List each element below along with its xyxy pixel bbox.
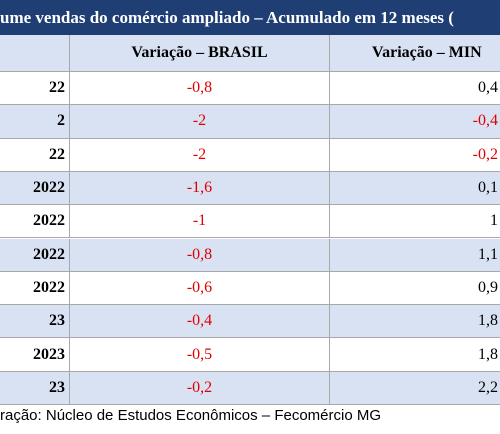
header-cell: Variação – MIN <box>372 44 482 61</box>
source-note: ração: Núcleo de Estudos Econômicos – Fe… <box>0 407 381 424</box>
table-row: 2 -2 -0,4 <box>0 105 500 139</box>
table-cell: -0,8 <box>70 72 330 105</box>
table-cell: -0,6 <box>70 271 330 305</box>
table-cell: 0,1 <box>478 179 498 197</box>
table-row: 22 -2 -0,2 <box>0 138 500 172</box>
table-row: 2022 -0,8 1,1 <box>0 238 500 272</box>
row-label: 2022 <box>0 238 70 271</box>
table-cell: -0,4 <box>70 305 330 338</box>
row-label: 2023 <box>0 338 70 371</box>
table-cell: 1,8 <box>478 345 498 363</box>
header-cell <box>0 35 70 71</box>
table-cell: -2 <box>70 138 330 171</box>
table-cell: 1 <box>490 212 498 230</box>
table-cell: 0,9 <box>478 278 498 296</box>
row-label: 23 <box>0 371 70 404</box>
table-cell: -0,8 <box>70 238 330 271</box>
table-cell: 2,2 <box>478 378 498 396</box>
table-cell: -0,4 <box>472 112 498 130</box>
table-cell: -0,2 <box>70 371 330 404</box>
table-cell: 1,8 <box>478 312 498 330</box>
row-label: 2022 <box>0 271 70 305</box>
table-row: 23 -0,2 2,2 <box>0 371 500 405</box>
table-row: 2022 -0,6 0,9 <box>0 271 500 306</box>
table-cell: -0,2 <box>472 145 498 163</box>
header-row: Variação – BRASIL Variação – MIN <box>0 35 500 72</box>
row-label: 2022 <box>0 171 70 205</box>
table-row: 2022 -1,6 0,1 <box>0 171 500 206</box>
table-row: 2023 -0,5 1,8 <box>0 338 500 372</box>
table-cell: -0,5 <box>70 338 330 371</box>
table-cell: 1,1 <box>478 245 498 263</box>
table-title: ume vendas do comércio ampliado – Acumul… <box>0 0 500 35</box>
row-label: 23 <box>0 305 70 338</box>
table-cell: 0,4 <box>478 79 498 97</box>
row-label: 2022 <box>0 205 70 238</box>
table-cell: -1 <box>70 205 330 238</box>
row-label: 22 <box>0 138 70 171</box>
table-row: 23 -0,4 1,8 <box>0 305 500 339</box>
table-row: 2022 -1 1 <box>0 205 500 239</box>
header-cell: Variação – BRASIL <box>70 35 330 71</box>
row-label: 2 <box>0 105 70 138</box>
row-label: 22 <box>0 72 70 105</box>
table-cell: -2 <box>70 105 330 138</box>
table-cell: -1,6 <box>70 171 330 205</box>
table-row: 22 -0,8 0,4 <box>0 72 500 106</box>
